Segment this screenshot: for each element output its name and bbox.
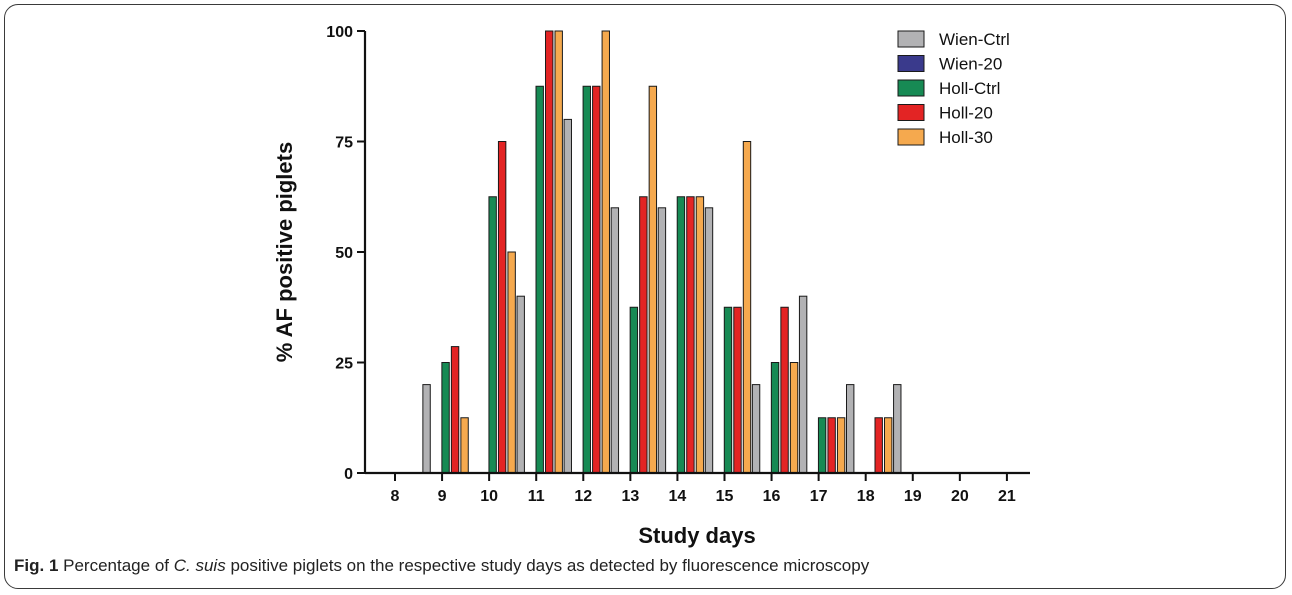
- bar-holl-ctrl-day-11: [535, 85, 544, 474]
- bar-holl-20-day-18: [874, 417, 883, 474]
- bar-holl-30-day-10: [507, 251, 516, 474]
- bar-holl-ctrl-day-14: [676, 196, 686, 474]
- bar-holl-20-day-9: [450, 346, 460, 474]
- bar-wien-ctrl-day-11: [516, 295, 525, 474]
- bar-wien-ctrl-day-15: [704, 207, 714, 474]
- x-tick-label: 15: [716, 488, 734, 505]
- legend-label-wien-ctrl: Wien-Ctrl: [939, 30, 1010, 49]
- bar-holl-20-day-14: [686, 196, 695, 474]
- caption-text-pre: Percentage of: [63, 556, 169, 575]
- bar-wien-ctrl-day-18: [846, 384, 855, 474]
- caption-text-post: positive piglets on the respective study…: [230, 556, 870, 575]
- bar-holl-30-day-9: [460, 417, 469, 474]
- bar-holl-ctrl-day-15: [723, 306, 733, 474]
- legend-swatch-wien-20: [897, 55, 925, 72]
- bar-holl-ctrl-day-17: [817, 417, 827, 474]
- x-tick-label: 17: [810, 488, 828, 505]
- y-tick-label: 50: [335, 245, 353, 262]
- x-tick-label: 20: [951, 488, 969, 505]
- bar-wien-ctrl-day-9: [422, 384, 431, 474]
- bar-holl-30-day-12: [601, 30, 610, 474]
- x-tick-label: 16: [763, 488, 781, 505]
- x-tick-label: 11: [528, 488, 545, 505]
- legend-label-holl-30: Holl-30: [939, 128, 993, 147]
- bar-holl-20-day-15: [733, 306, 742, 474]
- caption-species: C. suis: [173, 556, 226, 575]
- bar-holl-ctrl-day-16: [770, 362, 780, 474]
- x-tick-label: 19: [904, 488, 922, 505]
- bar-wien-ctrl-day-19: [893, 384, 902, 474]
- bar-holl-20-day-13: [639, 196, 648, 474]
- bar-holl-ctrl-day-12: [582, 85, 591, 474]
- figure-frame: [4, 4, 1286, 589]
- figure-caption: Fig. 1 Percentage of C. suis positive pi…: [14, 556, 869, 576]
- x-tick-label: 10: [480, 488, 498, 505]
- bar-holl-30-day-14: [695, 196, 705, 474]
- x-tick-label: 18: [857, 488, 875, 505]
- bar-holl-20-day-10: [497, 141, 507, 474]
- y-tick-label: 75: [335, 135, 353, 152]
- y-tick-label: 100: [326, 24, 353, 41]
- y-tick-label: 25: [335, 356, 353, 373]
- bar-holl-30-day-13: [648, 85, 658, 474]
- bar-wien-ctrl-day-12: [563, 118, 572, 474]
- x-tick-label: 14: [669, 488, 687, 505]
- x-tick-label: 13: [621, 488, 639, 505]
- bar-holl-30-day-18: [884, 417, 893, 474]
- bar-holl-30-day-15: [742, 141, 752, 474]
- x-axis-title: Study days: [638, 523, 755, 548]
- legend-swatch-wien-ctrl: [897, 30, 925, 48]
- bar-holl-20-day-12: [592, 85, 601, 474]
- bar-holl-ctrl-day-9: [441, 362, 450, 474]
- legend-label-wien-20: Wien-20: [939, 55, 1002, 74]
- caption-label: Fig. 1: [14, 556, 59, 575]
- bar-holl-30-day-17: [836, 417, 846, 474]
- bar-holl-30-day-11: [554, 30, 563, 474]
- x-tick-label: 8: [391, 488, 400, 505]
- legend-swatch-holl-ctrl: [897, 79, 925, 97]
- bar-wien-ctrl-day-14: [657, 207, 667, 474]
- bar-wien-ctrl-day-16: [751, 384, 761, 474]
- bar-holl-30-day-16: [789, 362, 799, 474]
- legend-label-holl-ctrl: Holl-Ctrl: [939, 79, 1000, 98]
- legend-swatch-holl-20: [897, 104, 925, 121]
- bar-holl-20-day-16: [780, 306, 789, 474]
- y-axis-title: % AF positive piglets: [272, 142, 297, 362]
- x-tick-label: 21: [998, 488, 1016, 505]
- bar-holl-ctrl-day-13: [629, 306, 639, 474]
- x-tick-label: 12: [574, 488, 592, 505]
- bar-wien-ctrl-day-17: [798, 295, 808, 474]
- x-tick-label: 9: [438, 488, 447, 505]
- y-tick-label: 0: [344, 466, 353, 483]
- bar-holl-ctrl-day-10: [488, 196, 497, 474]
- bar-holl-20-day-17: [827, 417, 836, 474]
- legend-label-holl-20: Holl-20: [939, 104, 993, 123]
- bar-holl-20-day-11: [545, 30, 554, 474]
- legend-swatch-holl-30: [897, 128, 925, 146]
- bar-wien-ctrl-day-13: [610, 207, 620, 474]
